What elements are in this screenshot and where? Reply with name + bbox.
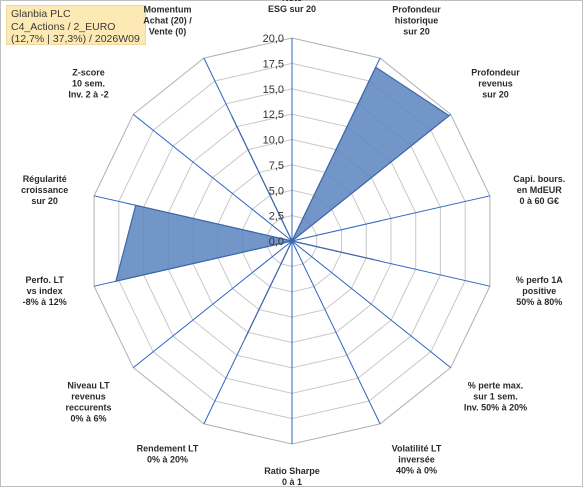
tick-label: 2,5: [269, 211, 284, 223]
axis-label-line: 10 sem.: [72, 79, 105, 89]
series-area: [115, 66, 451, 340]
axis-label-line: sur 1 sem.: [473, 392, 518, 402]
axis-label-line: 0% à 6%: [70, 414, 106, 424]
axis-label-line: % perte max.: [468, 381, 524, 391]
axis-label-line: Profondeur: [471, 68, 520, 78]
axis-label-line: positive: [522, 286, 556, 296]
axis-spoke: [291, 240, 452, 368]
axis-label-line: Z-score: [72, 68, 105, 78]
axis-spoke: [132, 240, 293, 368]
axis-spoke: [291, 195, 491, 242]
axis-label-line: 50% à 80%: [516, 297, 562, 307]
axis-label: Profondeur revenus sur 20: [471, 68, 520, 100]
axis-label-line: revenus: [478, 79, 513, 89]
axis-label-line: historique: [395, 16, 439, 26]
tick-label: 20,0: [263, 33, 284, 45]
axis-label: NoteESG sur 20: [268, 0, 316, 14]
tick-label: 17,5: [263, 58, 284, 70]
axis-label-line: Achat (20) /: [143, 16, 192, 26]
axis-label-line: vs index: [27, 286, 63, 296]
axis-spoke: [291, 240, 381, 425]
axis-label-line: Vente (0): [149, 27, 187, 37]
axis-label: Z-score 10 sem. Inv. 2 à -2: [68, 68, 108, 100]
axis-label-line: Note: [282, 0, 302, 3]
axis-label: Rendement LT 0% à 20%: [137, 444, 199, 465]
tick-label: 5,0: [269, 185, 284, 197]
axis-label-line: Régularité: [23, 174, 67, 184]
title-category: C4_Actions / 2_EURO: [11, 20, 116, 33]
tick-label: 15,0: [263, 84, 284, 96]
axis-label-line: Ratio Sharpe: [264, 466, 320, 476]
title-stats: (12,7% | 37,3%) / 2026W09: [11, 33, 140, 45]
tick-label: 12,5: [263, 109, 284, 121]
axis-label-line: croissance: [21, 185, 68, 195]
axis-label-line: 0 à 60 G€: [520, 196, 560, 206]
axis-label-line: 40% à 0%: [396, 466, 437, 476]
title-company: Glanbia PLC: [11, 8, 71, 20]
axis-label-line: Momentum: [144, 5, 192, 15]
axis-label: Niveau LT revenus reccurents 0% à 6%: [65, 381, 111, 424]
axis-label-line: revenus: [71, 392, 106, 402]
axis-label: Profondeur historique sur 20: [392, 5, 441, 37]
axis-label-line: Inv. 2 à -2: [68, 90, 108, 100]
axis-label-line: en MdEUR: [517, 185, 563, 195]
axis-label: Volatilité LT inversée 40% à 0%: [392, 444, 442, 476]
axis-label: % perte max. sur 1 sem. Inv. 50% à 20%: [464, 381, 527, 413]
axis-label-line: sur 20: [482, 90, 509, 100]
axis-label-line: -8% à 12%: [23, 297, 67, 307]
axis-label-line: inversée: [398, 455, 435, 465]
axis-label: Régularité croissance sur 20: [21, 174, 68, 206]
axis-label-line: % perfo 1A: [516, 275, 564, 285]
axis-label: % perfo 1A positive 50% à 80%: [516, 275, 564, 307]
axis-label-line: Capi. bours.: [513, 174, 565, 184]
axis-label-line: 0% à 20%: [147, 455, 188, 465]
axis-label-line: ESG sur 20: [268, 4, 316, 14]
axis-label-line: 0 à 1: [282, 477, 302, 487]
tick-label: 0,0: [269, 236, 284, 248]
axis-label: Ratio Sharpe 0 à 1: [264, 466, 320, 487]
axis-spoke: [132, 114, 293, 242]
axis-label: Perfo. LT vs index -8% à 12%: [23, 275, 67, 307]
axis-label-line: Perfo. LT: [26, 275, 65, 285]
axis-label-line: Inv. 50% à 20%: [464, 403, 527, 413]
axis-label: Capi. bours. en MdEUR 0 à 60 G€: [513, 174, 565, 206]
axis-label-line: reccurents: [65, 403, 111, 413]
axis-label-line: Profondeur: [392, 5, 441, 15]
axis-label-line: Volatilité LT: [392, 444, 442, 454]
axis-label: Momentum Achat (20) / Vente (0): [143, 5, 192, 37]
tick-label: 10,0: [263, 135, 284, 147]
axis-label-line: sur 20: [31, 196, 58, 206]
axis-label-line: Rendement LT: [137, 444, 199, 454]
tick-label: 7,5: [269, 160, 284, 172]
axis-label-line: sur 20: [403, 27, 430, 37]
axis-label-line: Niveau LT: [67, 381, 110, 391]
chart-title-box: Glanbia PLC C4_Actions / 2_EURO (12,7% |…: [6, 5, 146, 45]
